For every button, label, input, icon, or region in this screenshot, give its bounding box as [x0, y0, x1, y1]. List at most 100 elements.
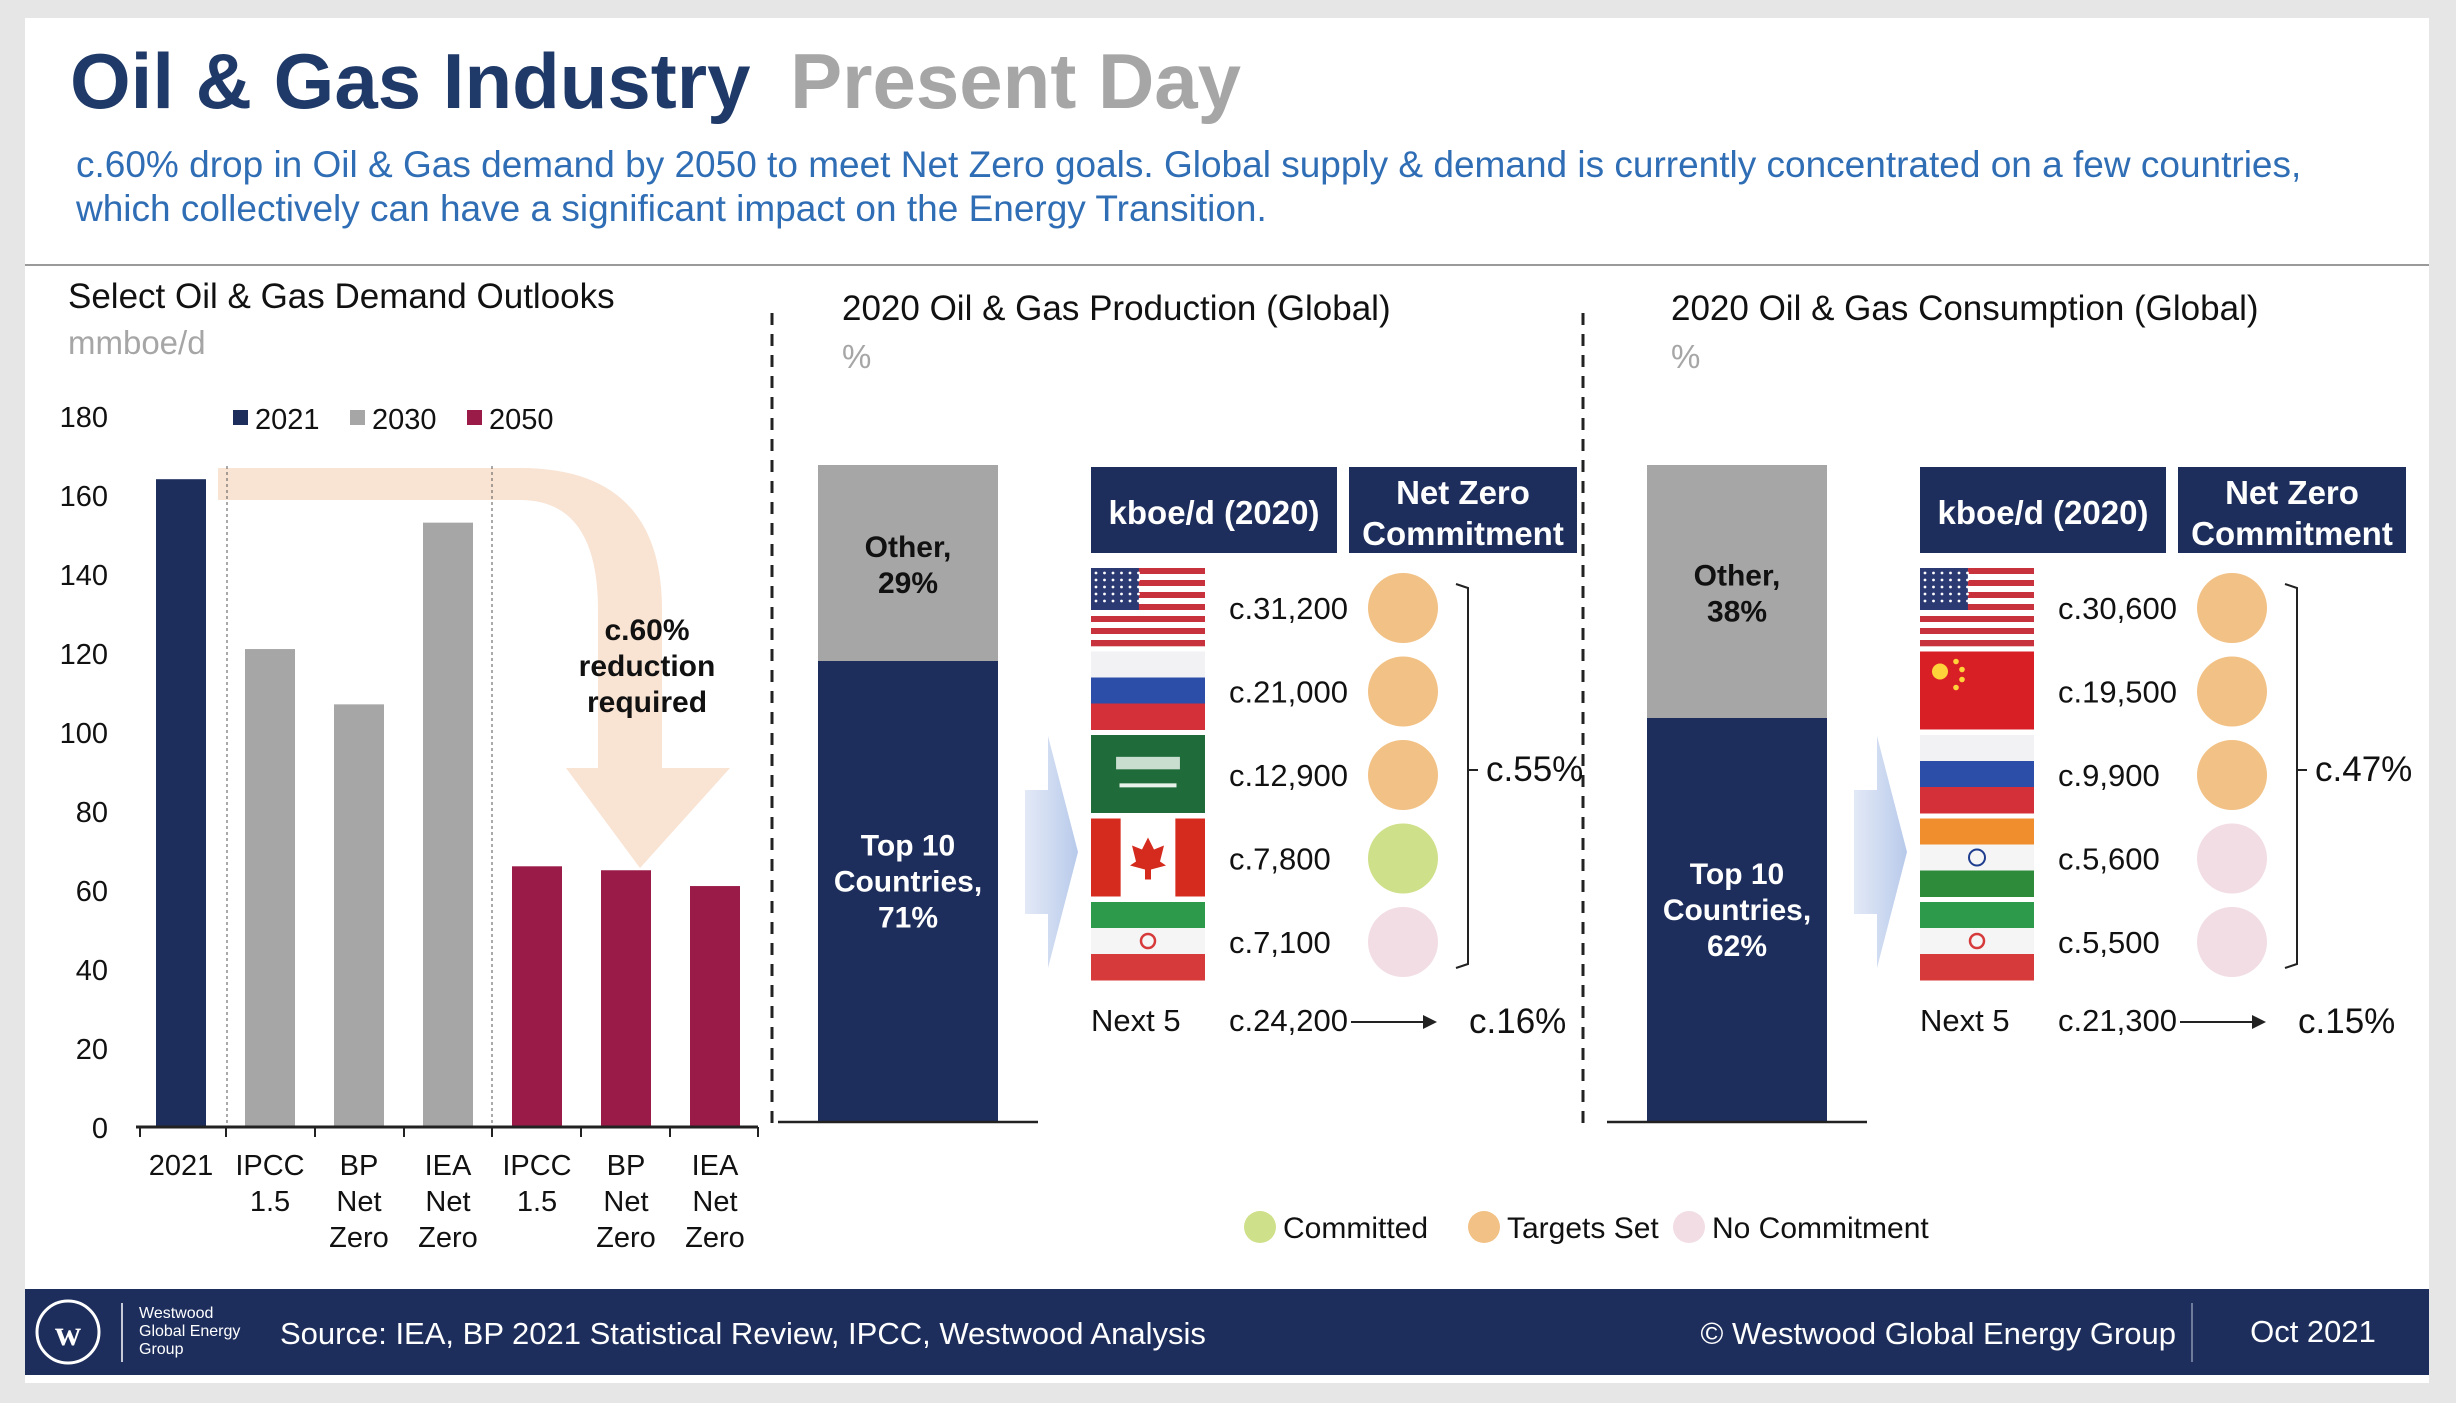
- flag-star: [1949, 578, 1952, 582]
- flag-stripe: [1920, 622, 2034, 629]
- flag-stripe: [1920, 616, 2034, 623]
- group-share: c.47%: [2315, 750, 2412, 789]
- flag-star: [1094, 599, 1098, 603]
- flag-star: [1957, 578, 1961, 582]
- flag-stripe: [1920, 580, 2034, 587]
- status-dot: [1368, 823, 1438, 894]
- demand-bars: [156, 479, 740, 1127]
- flag-stripe: [1920, 634, 2034, 641]
- demand-bar-2: [334, 704, 384, 1127]
- panel-title: 2020 Oil & Gas Consumption (Global): [1671, 289, 2259, 328]
- top10-label: Countries,: [834, 866, 982, 899]
- demand-group-separators: [226, 466, 493, 1127]
- flag-stripe: [1091, 677, 1205, 704]
- other-label: 29%: [878, 567, 938, 600]
- demand-bar-4: [512, 866, 562, 1127]
- demand-chart-unit: mmboe/d: [68, 324, 206, 361]
- x-label-5: Net: [603, 1186, 648, 1218]
- flag-star: [1957, 585, 1961, 589]
- status-legend-label-targets_set: Targets Set: [1507, 1212, 1659, 1245]
- y-tick-label: 20: [76, 1034, 108, 1066]
- flag-stripe: [1091, 622, 1205, 629]
- chevron-arrow-icon: [1854, 736, 1907, 968]
- country-row: c.7,800: [1091, 818, 1438, 897]
- flag-star: [1953, 684, 1959, 691]
- footer-source: Source: IEA, BP 2021 Statistical Review,…: [280, 1316, 1206, 1351]
- flag-chakra: [1968, 848, 1986, 867]
- country-value: c.7,800: [1229, 842, 1331, 877]
- status-legend-label-no_commitment: No Commitment: [1712, 1212, 1929, 1245]
- flag-stripe: [1920, 735, 2034, 762]
- flag-stripe: [1920, 592, 2034, 599]
- flag-star: [1959, 666, 1965, 673]
- legend-label-2: 2050: [489, 404, 554, 436]
- chevron-arrow-icon: [1025, 736, 1078, 968]
- country-row: c.5,500: [1920, 902, 2267, 981]
- flag-star: [1959, 676, 1965, 683]
- status-dot: [2197, 656, 2267, 727]
- flag-star: [1932, 585, 1935, 589]
- flag-star: [1932, 599, 1935, 603]
- country-value: c.5,600: [2058, 842, 2160, 877]
- flag-script: [1116, 756, 1180, 770]
- x-label-1: IPCC: [235, 1150, 304, 1182]
- legend-swatch-1: [350, 410, 365, 425]
- x-label-2: BP: [340, 1150, 379, 1182]
- group-share: c.55%: [1486, 750, 1583, 789]
- flag-star: [1111, 578, 1115, 582]
- flag-band: [1091, 818, 1121, 897]
- flag-star: [1966, 592, 1969, 596]
- demand-bar-1: [245, 649, 295, 1127]
- flag-stripe: [1091, 568, 1205, 575]
- x-label-5: Zero: [596, 1222, 656, 1254]
- flag-star: [1932, 592, 1935, 596]
- status-dot: [2197, 823, 2267, 894]
- flag-star: [1949, 571, 1952, 575]
- flag-star: [1953, 658, 1959, 665]
- flag-star: [1103, 571, 1106, 575]
- demand-x-ticks: [139, 1127, 759, 1137]
- country-value: c.31,200: [1229, 591, 1348, 626]
- flag-star: [1949, 592, 1952, 596]
- y-tick-label: 80: [76, 797, 108, 829]
- status-dot: [1368, 656, 1438, 727]
- flag-star: [1966, 585, 1969, 589]
- status-dot: [2197, 740, 2267, 810]
- logo-line-1: Westwood: [139, 1305, 213, 1322]
- status-dot: [1368, 740, 1438, 810]
- x-label-4: 1.5: [517, 1186, 557, 1218]
- y-tick-label: 60: [76, 876, 108, 908]
- country-value: c.19,500: [2058, 675, 2177, 710]
- flag-star: [1120, 578, 1123, 582]
- flag-stripe: [1091, 954, 1205, 981]
- flag-stripe: [1091, 634, 1205, 641]
- footer-copyright: © Westwood Global Energy Group: [1701, 1316, 2176, 1351]
- x-label-6: Net: [692, 1186, 737, 1218]
- x-label-6: Zero: [685, 1222, 745, 1254]
- group-bracket: [2284, 583, 2307, 969]
- flag-star: [1940, 592, 1944, 596]
- status-legend-dot-committed: [1244, 1211, 1276, 1243]
- demand-legend: 2021 2030 2050: [233, 404, 554, 436]
- demand-outlook-chart: Select Oil & Gas Demand Outlooks mmboe/d…: [60, 277, 759, 1254]
- india-flag-icon: [1920, 818, 2034, 897]
- next5-arrow-head-icon: [1423, 1015, 1437, 1029]
- flag-star: [1094, 585, 1098, 589]
- top10-label: Top 10: [1690, 858, 1784, 891]
- status-dot: [2197, 573, 2267, 643]
- top10-label: 71%: [878, 902, 938, 935]
- flag-stripe: [1091, 928, 1205, 955]
- flag-star: [1103, 599, 1106, 603]
- flag-stripe: [1091, 592, 1205, 599]
- flag-stripe: [1091, 628, 1205, 635]
- country-value: c.30,600: [2058, 591, 2177, 626]
- flag-stripe: [1091, 640, 1205, 647]
- flag-stripe: [1091, 604, 1205, 611]
- flag-star: [1923, 592, 1927, 596]
- next5-label: Next 5: [1091, 1003, 1181, 1038]
- flag-stripe: [1920, 586, 2034, 593]
- flag-canton: [1091, 568, 1139, 610]
